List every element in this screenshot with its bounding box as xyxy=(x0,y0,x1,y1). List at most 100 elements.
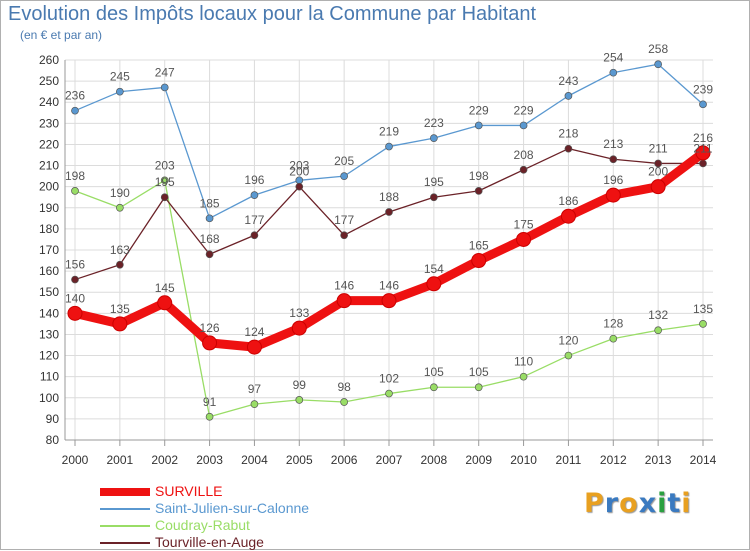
data-point xyxy=(160,176,169,185)
data-label: 133 xyxy=(289,306,309,320)
y-tick-label: 100 xyxy=(39,391,59,405)
x-tick-label: 2012 xyxy=(600,453,627,467)
x-tick-label: 2014 xyxy=(690,453,717,467)
data-point xyxy=(516,231,532,247)
data-point xyxy=(519,165,528,174)
data-label: 168 xyxy=(200,232,220,246)
data-point xyxy=(381,293,397,309)
data-labels: 140 135 145 126 124 133 146 146 154 165 175 186 196 2… xyxy=(65,42,713,409)
data-label: 135 xyxy=(110,302,130,316)
data-label: 120 xyxy=(558,334,578,348)
data-point xyxy=(560,208,576,224)
data-point xyxy=(519,372,528,381)
data-label: 211 xyxy=(693,141,712,155)
data-label: 245 xyxy=(110,70,130,84)
data-point xyxy=(430,193,438,202)
y-tick-label: 110 xyxy=(40,370,59,384)
data-label: 223 xyxy=(424,116,444,130)
data-point xyxy=(116,203,124,212)
data-point xyxy=(699,320,707,328)
y-tick-label: 240 xyxy=(39,95,59,109)
data-point xyxy=(430,134,438,142)
data-point xyxy=(426,276,442,292)
legend-swatch xyxy=(100,542,150,544)
data-label: 200 xyxy=(289,165,309,179)
data-label: 229 xyxy=(514,103,534,117)
y-tick-label: 170 xyxy=(39,243,59,257)
data-point xyxy=(650,179,666,195)
x-tick-label: 2000 xyxy=(62,453,89,467)
data-label: 203 xyxy=(289,158,309,172)
data-point xyxy=(474,383,483,392)
data-point xyxy=(609,68,618,77)
data-label: 105 xyxy=(469,365,489,379)
data-point xyxy=(116,260,124,269)
data-label: 198 xyxy=(65,169,85,183)
data-label: 198 xyxy=(469,169,489,183)
x-tick-label: 2007 xyxy=(376,453,403,467)
data-label: 105 xyxy=(424,365,444,379)
data-point xyxy=(336,293,352,309)
x-tick-label: 2013 xyxy=(645,453,672,467)
y-tick-label: 150 xyxy=(39,285,59,299)
data-point xyxy=(250,231,259,240)
data-point xyxy=(474,121,483,130)
legend-swatch xyxy=(100,488,150,496)
data-point xyxy=(205,412,214,421)
data-label: 102 xyxy=(379,372,399,386)
data-point xyxy=(250,400,259,408)
logo-letter: t xyxy=(667,488,682,519)
data-label: 175 xyxy=(514,217,534,231)
y-tick-label: 130 xyxy=(39,327,59,341)
grid-lines xyxy=(65,59,713,441)
x-tick-label: 2001 xyxy=(107,453,134,467)
data-point xyxy=(160,83,169,92)
legend-label: Tourville-en-Auge xyxy=(155,534,264,550)
data-point xyxy=(385,142,393,151)
data-label: 216 xyxy=(693,131,713,145)
x-tick-label: 2009 xyxy=(465,453,492,467)
data-point xyxy=(609,334,618,343)
data-point xyxy=(695,145,711,161)
y-tick-label: 90 xyxy=(46,412,60,426)
logo-letter: x xyxy=(638,488,658,519)
data-label: 219 xyxy=(379,125,399,139)
data-label: 236 xyxy=(65,89,85,103)
data-label: 188 xyxy=(379,190,399,204)
data-label: 124 xyxy=(244,325,264,339)
data-point xyxy=(699,159,707,168)
data-point xyxy=(609,155,618,164)
data-point xyxy=(564,92,573,100)
y-tick-label: 260 xyxy=(39,53,59,67)
data-label: 218 xyxy=(558,127,578,141)
legend-swatch xyxy=(100,508,150,510)
data-point xyxy=(340,172,348,180)
x-tick-label: 2005 xyxy=(286,453,313,467)
data-point xyxy=(112,316,128,332)
data-point xyxy=(160,193,169,202)
logo-letter: i xyxy=(681,488,692,519)
data-label: 132 xyxy=(648,308,668,322)
logo-letter: r xyxy=(604,488,620,519)
data-point xyxy=(157,295,173,311)
data-label: 146 xyxy=(334,279,354,293)
data-label: 97 xyxy=(248,382,262,396)
data-point xyxy=(246,339,262,355)
x-tick-label: 2002 xyxy=(151,453,178,467)
data-label: 128 xyxy=(603,317,623,331)
data-point xyxy=(71,187,79,195)
data-point xyxy=(519,121,528,130)
logo-letter: i xyxy=(657,488,668,519)
y-tick-label: 220 xyxy=(39,137,59,151)
data-point xyxy=(205,250,214,259)
legend-swatch xyxy=(100,525,150,527)
data-label: 195 xyxy=(155,175,175,189)
data-label: 208 xyxy=(514,148,534,162)
data-label: 196 xyxy=(603,173,623,187)
y-tick-label: 120 xyxy=(39,349,59,363)
y-tick-label: 200 xyxy=(39,180,59,194)
data-point xyxy=(202,335,218,351)
data-label: 177 xyxy=(244,213,264,227)
data-label: 99 xyxy=(293,378,307,392)
